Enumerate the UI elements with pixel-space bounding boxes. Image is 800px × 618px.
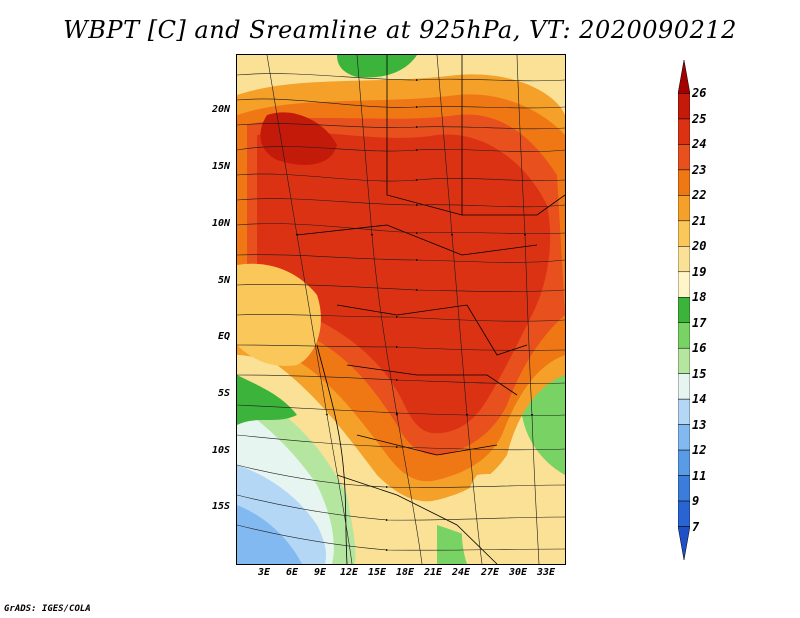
colorbar-label: 21 — [692, 213, 707, 228]
colorbar-label: 13 — [692, 417, 707, 432]
colorbar-label: 17 — [692, 315, 707, 330]
colorbar-segment — [677, 322, 691, 349]
wbpt-24-region — [257, 132, 551, 434]
colorbar-segment — [677, 526, 691, 561]
wbpt-map — [237, 55, 565, 564]
lat-label-10s: 10S — [211, 445, 230, 456]
lon-label-15e: 15E — [367, 567, 387, 578]
colorbar-segment — [677, 500, 691, 527]
lat-label-eq: EQ — [217, 331, 230, 342]
colorbar-segment — [677, 373, 691, 400]
lon-label-33e: 33E — [536, 567, 556, 578]
colorbar-label: 11 — [692, 468, 707, 483]
colorbar-label: 9 — [692, 494, 700, 509]
lat-label-5n: 5N — [217, 275, 230, 286]
lon-label-12e: 12E — [339, 567, 359, 578]
colorbar-label: 12 — [692, 443, 707, 458]
colorbar — [677, 59, 691, 564]
colorbar-label: 23 — [692, 162, 707, 177]
colorbar-label: 26 — [692, 86, 707, 101]
lon-label-24e: 24E — [451, 567, 471, 578]
wbpt-17-patch-north — [337, 55, 417, 78]
colorbar-segment — [677, 144, 691, 171]
lon-label-9e: 9E — [313, 567, 327, 578]
colorbar-segment — [677, 169, 691, 196]
wbpt-17-patch-west — [237, 375, 297, 425]
colorbar-segment — [677, 220, 691, 247]
colorbar-segment — [677, 118, 691, 145]
colorbar-segment — [677, 271, 691, 298]
colorbar-segment — [677, 424, 691, 451]
lat-label-15n: 15N — [211, 161, 230, 172]
footer-credit: GrADS: IGES/COLA — [4, 604, 91, 614]
colorbar-label: 20 — [692, 239, 707, 254]
lon-label-21e: 21E — [423, 567, 443, 578]
wbpt-19-southeast — [461, 474, 565, 564]
colorbar-label: 18 — [692, 290, 707, 305]
colorbar-label: 24 — [692, 137, 707, 152]
colorbar-label: 16 — [692, 341, 707, 356]
lon-label-30e: 30E — [508, 567, 528, 578]
lon-label-18e: 18E — [395, 567, 415, 578]
chart-title: WBPT [C] and Sreamline at 925hPa, VT: 20… — [63, 16, 737, 44]
colorbar-segment — [677, 93, 691, 120]
colorbar-label: 25 — [692, 111, 707, 126]
colorbar-segment — [677, 297, 691, 323]
colorbar-segment — [677, 398, 691, 425]
map-panel — [236, 54, 566, 565]
colorbar-segment — [677, 59, 691, 94]
wbpt-13-region — [237, 505, 302, 564]
colorbar-label: 22 — [692, 188, 707, 203]
colorbar-segment — [677, 347, 691, 374]
colorbar-segment — [677, 195, 691, 222]
colorbar-label: 19 — [692, 264, 707, 279]
streamlines — [237, 55, 565, 564]
colorbar-label: 14 — [692, 392, 707, 407]
colorbar-segment — [677, 475, 691, 502]
lat-label-10n: 10N — [211, 218, 230, 229]
colorbar-segment — [677, 449, 691, 476]
lat-label-5s: 5S — [217, 388, 230, 399]
lon-label-27e: 27E — [480, 567, 500, 578]
wbpt-25-patch — [260, 112, 337, 165]
lat-label-15s: 15S — [211, 501, 230, 512]
colorbar-segment — [677, 246, 691, 273]
lat-label-20n: 20N — [211, 104, 230, 115]
lon-label-6e: 6E — [285, 567, 299, 578]
colorbar-label: 15 — [692, 366, 707, 381]
colorbar-label: 7 — [692, 519, 700, 534]
colorbar-graphic — [677, 59, 691, 561]
lon-label-3e: 3E — [257, 567, 271, 578]
